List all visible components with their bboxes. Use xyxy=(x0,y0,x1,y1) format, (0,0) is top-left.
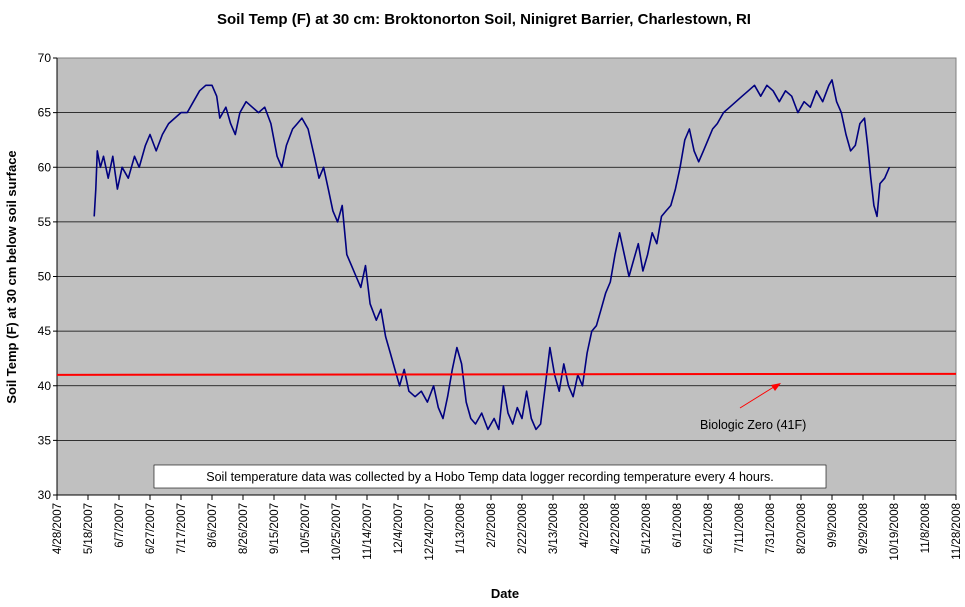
x-tick-label: 4/22/2008 xyxy=(610,503,622,554)
x-tick-label: 8/26/2007 xyxy=(238,503,250,554)
x-tick-label: 3/13/2008 xyxy=(548,503,560,554)
annotation-box xyxy=(153,464,827,489)
y-tick-label: 30 xyxy=(38,488,52,502)
reference-line xyxy=(56,372,957,376)
x-tick-label: 4/2/2008 xyxy=(579,503,591,548)
x-tick-label: 6/1/2008 xyxy=(672,503,684,548)
grid-lines xyxy=(57,112,956,441)
x-axis-ticks: 4/28/2007 5/18/2007 6/7/2007 6/27/2007 7/17/… xyxy=(52,495,963,561)
y-axis-ticks: 30 35 40 45 50 55 60 65 70 xyxy=(38,51,57,502)
x-tick-label: 9/15/2007 xyxy=(269,503,281,554)
x-tick-label: 6/21/2008 xyxy=(703,503,715,554)
annotation-text: Soil temperature data was collected by a… xyxy=(206,470,773,484)
x-tick-label: 5/12/2008 xyxy=(641,503,653,554)
y-tick-label: 65 xyxy=(38,106,52,120)
x-tick-label: 1/13/2008 xyxy=(455,503,467,554)
x-tick-label: 4/28/2007 xyxy=(52,503,64,554)
y-tick-label: 60 xyxy=(38,160,52,174)
x-tick-label: 10/5/2007 xyxy=(300,503,312,554)
x-tick-label: 6/7/2007 xyxy=(114,503,126,548)
x-tick-label: 6/27/2007 xyxy=(145,503,157,554)
reference-layer xyxy=(56,372,957,376)
series-layer xyxy=(93,79,891,431)
x-tick-label: 9/9/2008 xyxy=(827,503,839,548)
y-axis-label: Soil Temp (F) at 30 cm below soil surfac… xyxy=(4,150,19,403)
y-tick-label: 45 xyxy=(38,324,52,338)
x-tick-label: 11/8/2008 xyxy=(920,503,932,553)
x-tick-label: 11/14/2007 xyxy=(362,503,374,560)
x-tick-label: 7/31/2008 xyxy=(765,503,777,554)
y-tick-label: 40 xyxy=(38,379,52,393)
x-tick-label: 11/28/2008 xyxy=(951,503,963,560)
x-tick-label: 8/6/2007 xyxy=(207,503,219,548)
reference-arrow xyxy=(739,384,778,409)
y-tick-label: 50 xyxy=(38,270,52,284)
x-tick-label: 7/17/2007 xyxy=(176,503,188,554)
chart-title: Soil Temp (F) at 30 cm: Broktonorton Soi… xyxy=(217,11,751,28)
x-tick-label: 12/24/2007 xyxy=(424,503,436,561)
x-tick-label: 10/19/2008 xyxy=(889,503,901,561)
x-tick-label: 2/22/2008 xyxy=(517,503,529,554)
x-axis-label: Date xyxy=(491,586,519,601)
x-tick-label: 10/25/2007 xyxy=(331,503,343,561)
reference-label: Biologic Zero (41F) xyxy=(700,418,806,432)
y-tick-label: 70 xyxy=(38,51,52,65)
x-tick-label: 12/4/2007 xyxy=(393,503,405,554)
x-tick-label: 8/20/2008 xyxy=(796,503,808,554)
y-tick-label: 35 xyxy=(38,433,52,447)
reference-arrowhead xyxy=(771,383,781,391)
x-tick-label: 9/29/2008 xyxy=(858,503,870,554)
x-tick-label: 2/2/2008 xyxy=(486,503,498,548)
x-tick-label: 7/11/2008 xyxy=(734,503,746,553)
x-tick-label: 5/18/2007 xyxy=(83,503,95,554)
y-tick-label: 55 xyxy=(38,215,52,229)
series-line xyxy=(93,79,891,431)
